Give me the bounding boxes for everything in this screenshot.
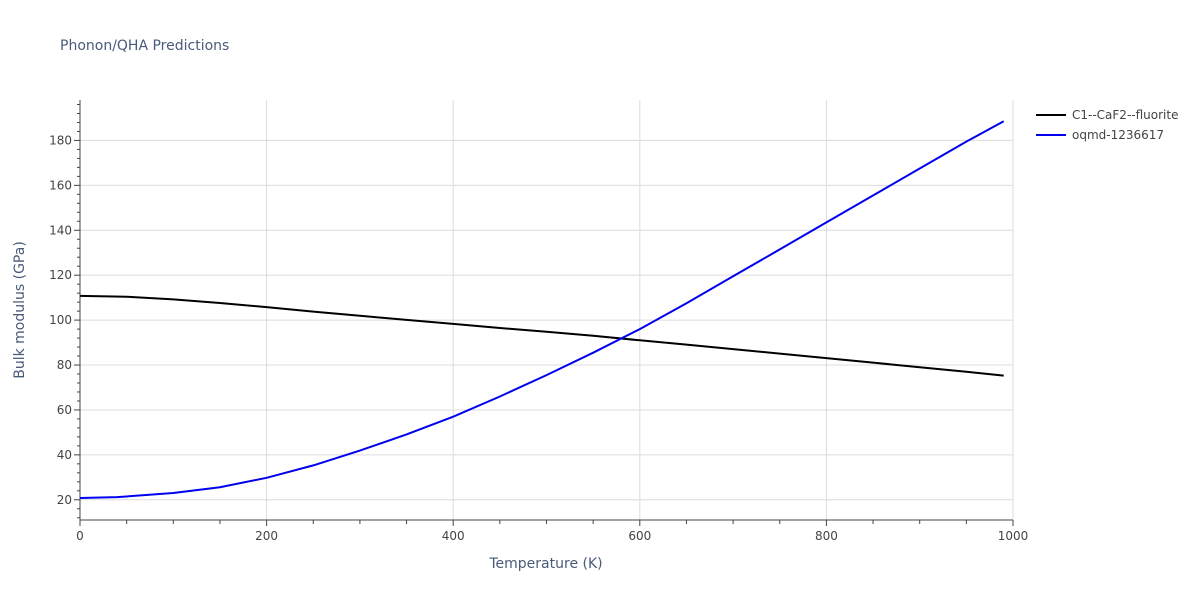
legend-label[interactable]: oqmd-1236617: [1072, 128, 1164, 142]
y-tick-label: 20: [57, 493, 72, 507]
series-line-1: [79, 120, 1005, 499]
y-tick-label: 80: [57, 358, 72, 372]
legend-label[interactable]: C1--CaF2--fluorite: [1072, 108, 1178, 122]
y-axis-title: Bulk modulus (GPa): [12, 241, 28, 379]
x-tick-label: 400: [442, 529, 465, 543]
axes: 0 200 400 600 800 1000 20 40 60 80 100 120 140 160 180: [49, 100, 1028, 543]
series-line-0: [79, 294, 1004, 377]
y-tick-label: 40: [57, 448, 72, 462]
y-tick-label: 140: [49, 223, 72, 237]
y-tick-label: 60: [57, 403, 72, 417]
x-tick-label: 0: [76, 529, 84, 543]
grid: [80, 100, 1014, 520]
y-tick-label: 100: [49, 313, 72, 327]
y-tick-label: 180: [49, 133, 72, 147]
x-tick-label: 200: [255, 529, 278, 543]
x-tick-label: 600: [628, 529, 651, 543]
y-tick-label: 120: [49, 268, 72, 282]
x-tick-label: 1000: [998, 529, 1029, 543]
x-tick-label: 800: [815, 529, 838, 543]
legend[interactable]: C1--CaF2--fluorite oqmd-1236617: [1036, 108, 1178, 142]
x-axis-title: Temperature (K): [488, 556, 602, 572]
y-tick-label: 160: [49, 178, 72, 192]
chart-title: Phonon/QHA Predictions: [60, 38, 229, 54]
series-layer: [79, 120, 1005, 499]
